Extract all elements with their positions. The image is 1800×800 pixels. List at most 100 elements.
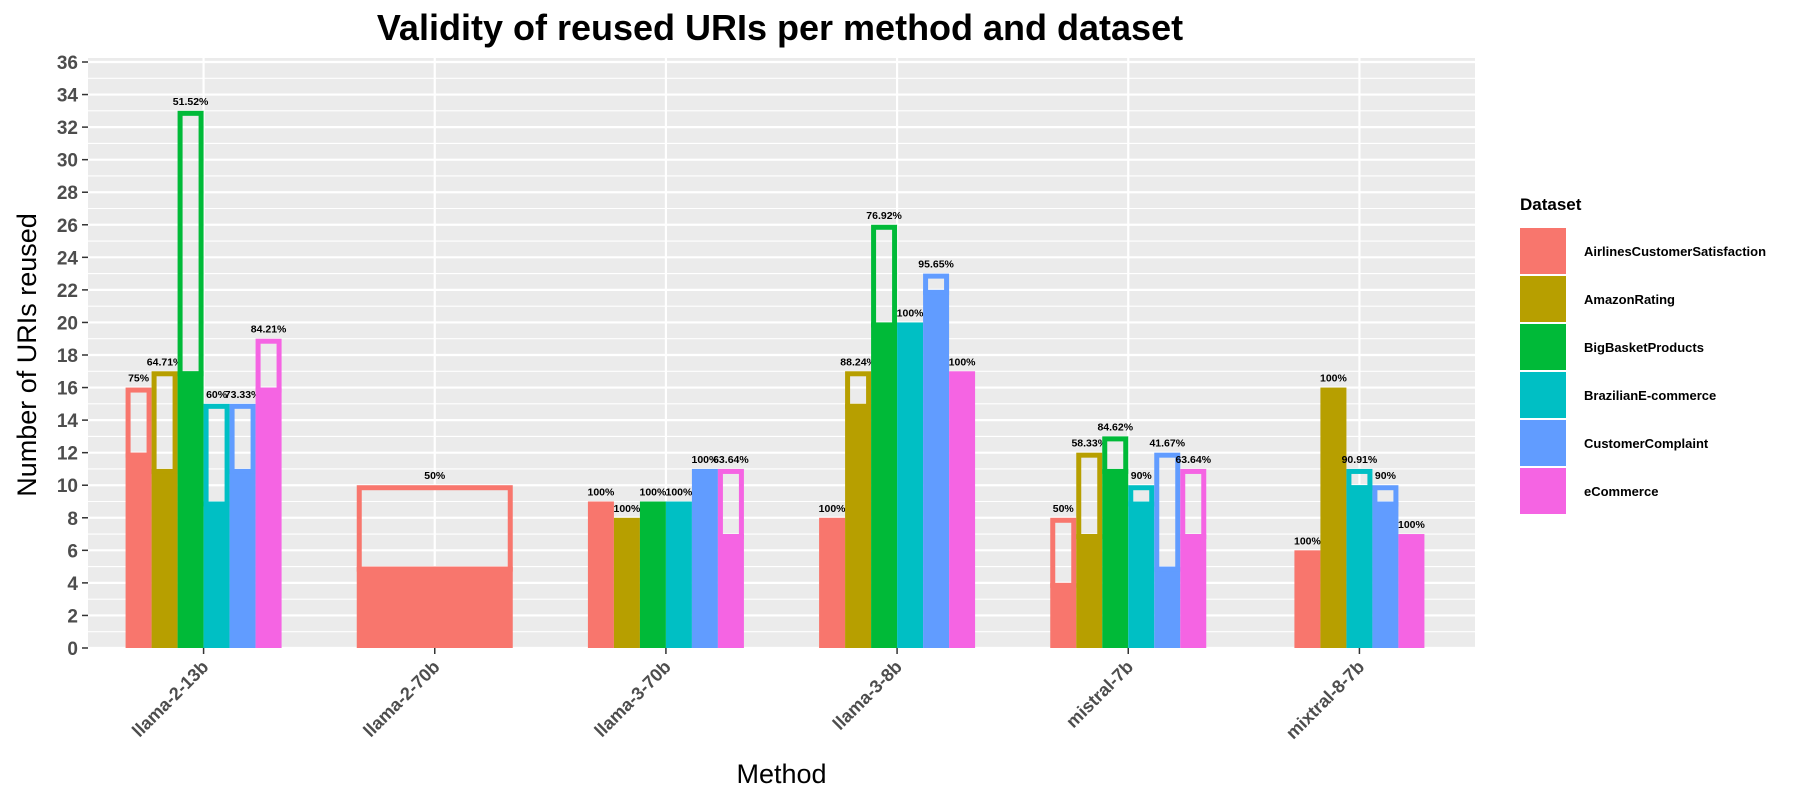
bar-value-label: 58.33% (1071, 438, 1107, 450)
bar-invalid-outline (255, 338, 282, 393)
bar-value-label: 63.64% (713, 454, 749, 466)
y-tick-label: 4 (67, 574, 78, 595)
bar-value-label: 100% (613, 503, 641, 515)
bar-valid (665, 501, 692, 648)
bar-valid (125, 452, 152, 648)
legend-key (1520, 468, 1566, 514)
bar-invalid-outline (1180, 468, 1207, 540)
legend-label: AirlinesCustomerSatisfaction (1584, 244, 1766, 259)
y-tick-label: 10 (57, 476, 78, 497)
bar-value-label: 100% (665, 487, 693, 499)
legend-label: eCommerce (1584, 484, 1658, 499)
y-axis-title: Number of URIs reused (12, 213, 42, 497)
bar-invalid-outline (1102, 436, 1129, 474)
bar-value-label: 75% (128, 373, 150, 385)
bar-value-label: 100% (1294, 535, 1322, 547)
bar-invalid-outline (717, 468, 744, 540)
chart-title: Validity of reused URIs per method and d… (377, 7, 1183, 48)
bar-valid (255, 387, 282, 648)
bars: 75%64.71%51.52%60%73.33%84.21%50%100%100… (125, 96, 1426, 648)
bar-valid (923, 289, 950, 648)
x-axis-title: Method (736, 759, 826, 789)
y-tick-label: 6 (67, 541, 78, 562)
y-tick-label: 0 (67, 639, 78, 660)
x-axis: llama-2-13b llama-2-70b llama-3-70b llama-3… (128, 648, 1368, 743)
bar-invalid-outline (1050, 517, 1077, 588)
y-tick-label: 36 (57, 53, 78, 74)
legend-key (1520, 420, 1566, 466)
bar-valid (897, 322, 924, 648)
bar-valid (1398, 534, 1425, 648)
bar-invalid-outline (1372, 485, 1399, 507)
bar-value-label: 90% (1375, 470, 1397, 482)
bar-valid (229, 468, 256, 648)
bar-invalid-outline (1346, 468, 1373, 491)
bar-valid (1320, 387, 1347, 648)
bar-value-label: 100% (949, 356, 977, 368)
bar-valid (356, 566, 513, 648)
plot-panel (88, 58, 1475, 648)
legend-key (1520, 228, 1566, 274)
bar-value-label: 41.67% (1149, 438, 1185, 450)
bar-value-label: 63.64% (1175, 454, 1211, 466)
y-tick-label: 24 (57, 248, 79, 269)
bar-valid (1102, 468, 1129, 648)
x-tick-label: llama-3-70b (591, 657, 675, 741)
bar-value-label: 50% (1053, 503, 1075, 515)
legend-key (1520, 276, 1566, 322)
bar-invalid-outline (203, 403, 230, 507)
bar-invalid-outline (1076, 452, 1103, 540)
bar-invalid-outline (177, 110, 204, 377)
x-tick-label: mixtral-8-7b (1282, 657, 1368, 743)
bar-value-label: 100% (819, 503, 847, 515)
bar-valid (949, 371, 976, 648)
y-tick-label: 16 (57, 379, 78, 400)
bar-valid (1294, 550, 1321, 648)
y-tick-label: 12 (57, 444, 78, 465)
bar-valid (819, 517, 846, 648)
bar-invalid-outline (871, 224, 898, 328)
bar-invalid-outline (1128, 485, 1155, 507)
y-tick-label: 34 (57, 86, 79, 107)
bar-value-label: 95.65% (918, 259, 954, 271)
bar-value-label: 100% (1320, 373, 1348, 385)
y-tick-label: 26 (57, 216, 78, 237)
bar-valid (1154, 566, 1181, 648)
bar-value-label: 60% (206, 389, 228, 401)
legend-label: BigBasketProducts (1584, 340, 1704, 355)
x-tick-label: llama-3-8b (829, 657, 906, 734)
bar-valid (1050, 582, 1077, 648)
bar-value-label: 100% (639, 487, 667, 499)
y-tick-label: 2 (67, 606, 78, 627)
y-tick-label: 18 (57, 346, 78, 367)
legend: Dataset AirlinesCustomerSatisfaction Amaz… (1520, 195, 1766, 514)
y-tick-label: 8 (67, 509, 78, 530)
y-tick-label: 30 (57, 151, 78, 172)
bar-valid (1372, 501, 1399, 648)
bar-value-label: 100% (1398, 519, 1426, 531)
bar-invalid-outline (356, 485, 513, 572)
legend-label: AmazonRating (1584, 292, 1675, 307)
bar-valid (1076, 534, 1103, 648)
bar-invalid-outline (845, 371, 872, 409)
bar-value-label: 76.92% (866, 210, 902, 222)
bar-invalid-outline (151, 371, 178, 474)
y-tick-label: 20 (57, 313, 78, 334)
bar-value-label: 100% (587, 487, 615, 499)
legend-title: Dataset (1520, 195, 1582, 214)
bar-invalid-outline (125, 387, 152, 458)
bar-valid (587, 501, 614, 648)
bar-valid (871, 322, 898, 648)
legend-label: CustomerComplaint (1584, 436, 1709, 451)
bar-value-label: 88.24% (840, 356, 876, 368)
bar-value-label: 90.91% (1342, 454, 1378, 466)
bar-value-label: 73.33% (225, 389, 261, 401)
bar-value-label: 84.21% (251, 324, 287, 336)
bar-value-label: 50% (424, 470, 446, 482)
y-tick-label: 22 (57, 281, 78, 302)
x-tick-label: llama-2-13b (128, 657, 212, 741)
bar-valid (1346, 485, 1373, 648)
bar-valid (845, 403, 872, 648)
y-tick-label: 32 (57, 118, 78, 139)
